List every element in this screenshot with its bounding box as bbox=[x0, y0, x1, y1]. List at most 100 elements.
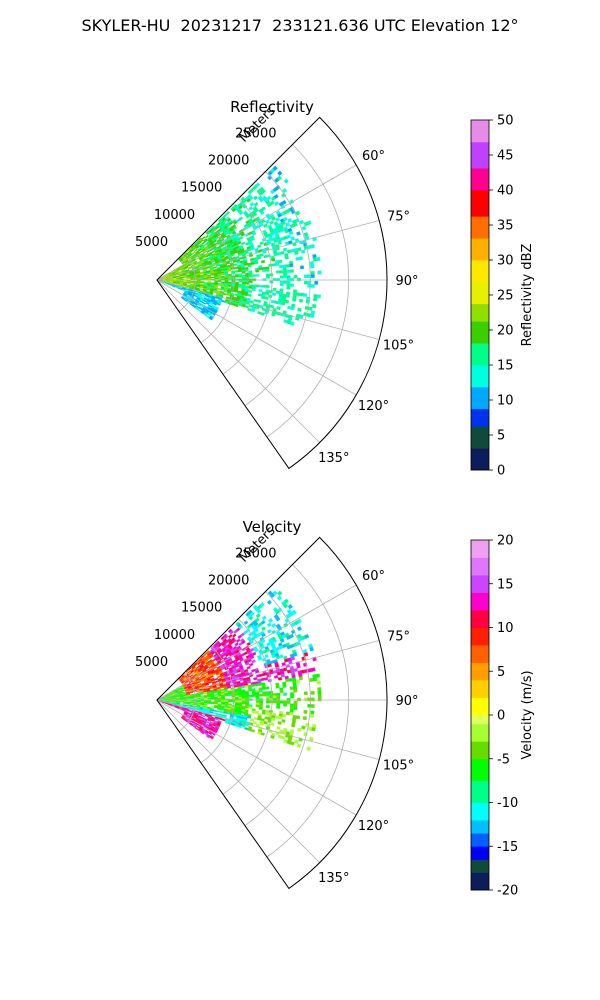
radar-gate bbox=[190, 697, 194, 699]
radar-gate bbox=[240, 711, 245, 714]
radar-gate bbox=[272, 695, 277, 699]
radar-gate bbox=[278, 259, 283, 264]
radar-gate bbox=[271, 312, 276, 317]
radar-gate bbox=[248, 694, 253, 697]
radar-gate bbox=[234, 290, 239, 293]
radar-gate bbox=[286, 697, 291, 702]
radar-gate bbox=[297, 247, 302, 252]
radar-gate bbox=[316, 256, 321, 262]
colorbar-segment bbox=[471, 859, 489, 865]
radar-gate bbox=[202, 301, 206, 305]
radar-gate bbox=[270, 735, 275, 739]
radar-gate bbox=[264, 654, 269, 659]
azimuth-tick-label: 90° bbox=[395, 694, 418, 709]
radar-gate bbox=[279, 270, 284, 274]
radar-gate bbox=[268, 290, 273, 294]
radar-gate bbox=[266, 698, 270, 701]
radar-gate bbox=[271, 263, 276, 267]
azimuth-spoke bbox=[156, 220, 380, 281]
radar-gate bbox=[285, 264, 290, 268]
colorbar-segment bbox=[471, 693, 489, 698]
radar-gate bbox=[314, 280, 319, 285]
radar-gate bbox=[293, 668, 298, 672]
range-tick-label: 10000 bbox=[154, 208, 195, 223]
range-ring bbox=[200, 225, 235, 344]
radar-gate bbox=[289, 741, 295, 746]
radar-gate bbox=[283, 598, 289, 604]
colorbar-segment bbox=[471, 557, 489, 563]
radar-gate bbox=[197, 698, 201, 700]
colorbar-segment bbox=[471, 273, 489, 278]
radar-gate bbox=[316, 680, 321, 685]
colorbar-segment bbox=[471, 369, 489, 375]
radar-gate bbox=[283, 692, 288, 696]
radar-gate bbox=[251, 684, 256, 687]
radar-gate bbox=[227, 694, 232, 697]
radar-gate bbox=[269, 700, 274, 704]
colorbar-segment bbox=[471, 863, 489, 869]
colorbar-segment bbox=[471, 876, 489, 882]
radar-gate bbox=[297, 727, 302, 732]
radar-gate bbox=[310, 284, 315, 288]
radar-gate bbox=[262, 285, 267, 288]
radar-gate bbox=[255, 702, 260, 706]
radar-gate bbox=[255, 696, 260, 699]
colorbar-segment bbox=[471, 649, 489, 655]
azimuth-tick-label: 75° bbox=[387, 629, 410, 644]
radar-gate bbox=[278, 716, 283, 720]
radar-gate bbox=[276, 692, 281, 696]
radar-gate bbox=[251, 659, 256, 664]
radar-gate bbox=[303, 274, 308, 279]
colorbar-segment bbox=[471, 421, 489, 427]
radar-gate bbox=[309, 736, 314, 742]
radar-gate bbox=[253, 677, 258, 681]
radar-gate bbox=[221, 299, 226, 303]
colorbar-segment bbox=[471, 736, 489, 742]
radar-gate bbox=[209, 675, 214, 679]
colorbar-segment bbox=[471, 850, 489, 856]
radar-gate bbox=[309, 261, 314, 266]
colorbar-tick-label: 40 bbox=[497, 184, 514, 199]
radar-gate bbox=[303, 280, 308, 285]
colorbar-segment bbox=[471, 763, 489, 768]
radar-gate bbox=[255, 284, 260, 288]
radar-gate bbox=[293, 689, 298, 693]
colorbar-label: Velocity (m/s) bbox=[520, 670, 535, 759]
colorbar-segment bbox=[471, 452, 489, 458]
radar-gate bbox=[283, 275, 288, 279]
radar-gate bbox=[207, 697, 212, 700]
radar-gate bbox=[216, 710, 221, 713]
radar-gate bbox=[211, 312, 216, 316]
colorbar-segment bbox=[471, 330, 489, 335]
azimuth-spoke bbox=[156, 164, 357, 281]
radar-gate bbox=[197, 700, 201, 703]
radar-gate bbox=[183, 277, 188, 279]
radar-gate bbox=[304, 634, 310, 639]
colorbar-segment bbox=[471, 741, 489, 747]
colorbar-segment bbox=[471, 605, 489, 611]
radar-gate bbox=[273, 194, 279, 200]
range-ring bbox=[266, 144, 350, 438]
radar-gate bbox=[250, 309, 255, 313]
colorbar-segment bbox=[471, 885, 489, 891]
colorbar-segment bbox=[471, 728, 489, 733]
radar-gate bbox=[282, 269, 287, 274]
radar-gate bbox=[286, 269, 291, 273]
radar-gate bbox=[283, 703, 288, 707]
panel-title: Reflectivity bbox=[230, 98, 314, 116]
colorbar-segment bbox=[471, 295, 489, 300]
colorbar-segment bbox=[471, 417, 489, 423]
radar-gate bbox=[291, 609, 297, 615]
colorbar-segment bbox=[471, 583, 489, 589]
radar-gate bbox=[258, 689, 263, 693]
colorbar-segment bbox=[471, 715, 489, 720]
radar-gate bbox=[225, 211, 230, 216]
colorbar-tick-label: 0 bbox=[497, 464, 505, 479]
colorbar-tick-label: -5 bbox=[497, 752, 510, 767]
radar-gate bbox=[258, 289, 263, 292]
radar-gate bbox=[309, 713, 315, 718]
radar-gate bbox=[293, 706, 298, 710]
radar-gate bbox=[285, 222, 291, 227]
radar-gate bbox=[311, 727, 316, 732]
radar-gate bbox=[303, 691, 308, 696]
